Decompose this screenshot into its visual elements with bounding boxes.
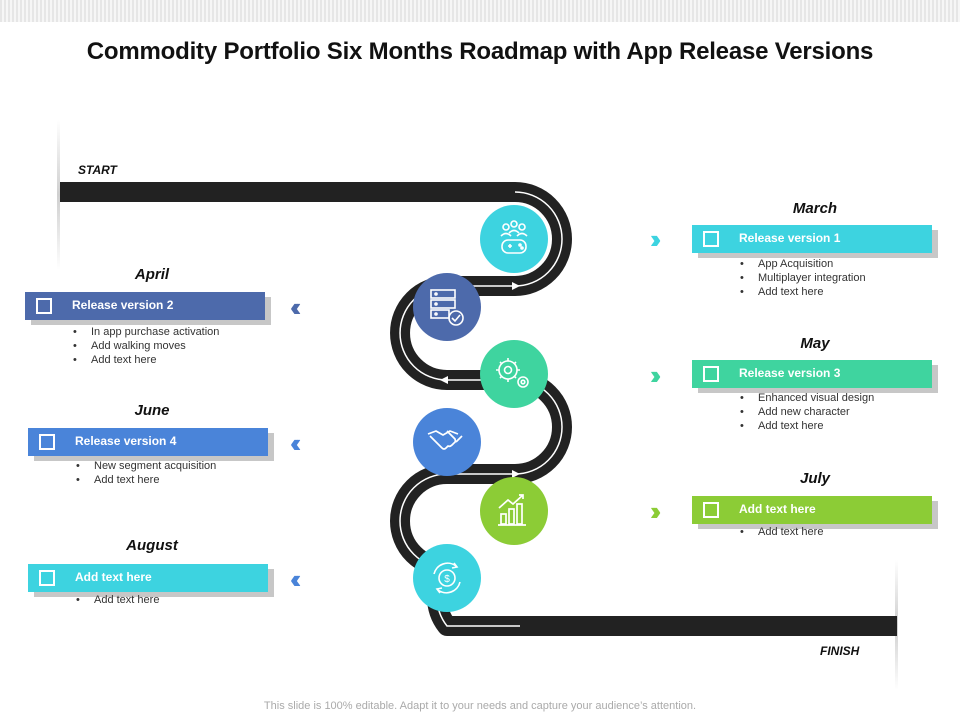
bullet-list-august: Add text here	[76, 593, 159, 607]
banner-text-august: Add text here	[75, 570, 152, 584]
list-item: Add text here	[740, 285, 866, 299]
chevron-right-icon: ››	[650, 360, 662, 390]
chevron-left-icon: ‹‹	[290, 292, 302, 322]
svg-text:$: $	[444, 574, 450, 585]
checkbox-icon	[39, 570, 55, 586]
chevron-right-icon: ››	[650, 496, 662, 526]
checkbox-icon	[703, 502, 719, 518]
banner-text-june: Release version 4	[75, 434, 177, 448]
footer-note: This slide is 100% editable. Adapt it to…	[263, 700, 697, 712]
milestone-circle-march	[480, 205, 548, 273]
handshake-icon	[427, 430, 463, 450]
banner-text-april: Release version 2	[72, 298, 174, 312]
list-item: In app purchase activation	[73, 325, 219, 339]
list-item: Multiplayer integration	[740, 271, 866, 285]
banner-august: Add text here	[28, 564, 274, 597]
slide-title: Commodity Portfolio Six Months Roadmap w…	[86, 38, 874, 65]
banner-text-march: Release version 1	[739, 231, 841, 245]
checkbox-icon	[703, 231, 719, 247]
people-gamepad-icon	[500, 220, 528, 254]
bullet-list-june: New segment acquisition Add text here	[76, 459, 216, 487]
list-item: Enhanced visual design	[740, 391, 874, 405]
banner-text-july: Add text here	[739, 502, 816, 516]
milestone-circle-august: $	[413, 544, 481, 612]
bullet-list-july: Add text here	[740, 525, 823, 539]
month-label-july: July	[799, 470, 830, 487]
gears-icon	[496, 358, 529, 388]
list-item: Add text here	[76, 473, 216, 487]
chevron-left-icon: ‹‹	[290, 428, 302, 458]
milestone-circle-june	[413, 408, 481, 476]
milestone-circle-july	[480, 477, 548, 545]
banner-june: Release version 4	[28, 428, 274, 461]
list-item: Add walking moves	[73, 339, 219, 353]
checkbox-icon	[39, 434, 55, 450]
chevron-right-icon: ››	[650, 224, 662, 254]
banner-april: Release version 2	[25, 292, 271, 325]
checkbox-icon	[703, 366, 719, 382]
list-item: Add text here	[740, 419, 874, 433]
list-item: New segment acquisition	[76, 459, 216, 473]
banner-text-may: Release version 3	[739, 366, 841, 380]
milestone-circle-april	[413, 273, 481, 341]
checkbox-icon	[36, 298, 52, 314]
milestone-circle-may	[480, 340, 548, 408]
server-check-icon	[430, 289, 464, 326]
growth-chart-icon	[498, 494, 526, 526]
start-post	[57, 120, 60, 270]
bullet-list-april: In app purchase activation Add walking m…	[73, 325, 219, 367]
bullet-list-march: App Acquisition Multiplayer integration …	[740, 257, 866, 299]
dollar-cycle-icon: $	[433, 562, 461, 594]
top-decorative-strip	[0, 0, 960, 22]
month-label-june: June	[134, 402, 170, 419]
list-item: Add text here	[740, 525, 823, 539]
month-label-may: May	[800, 335, 830, 352]
chevron-left-icon: ‹‹	[290, 564, 302, 594]
month-label-march: March	[792, 200, 838, 217]
list-item: App Acquisition	[740, 257, 866, 271]
finish-label: FINISH	[820, 644, 860, 658]
month-label-august: August	[126, 537, 178, 554]
list-item: Add text here	[76, 593, 159, 607]
bullet-list-may: Enhanced visual design Add new character…	[740, 391, 874, 433]
banner-march: Release version 1	[692, 225, 938, 258]
banner-may: Release version 3	[692, 360, 938, 393]
month-label-april: April	[134, 266, 170, 283]
start-label: START	[78, 163, 117, 177]
list-item: Add new character	[740, 405, 874, 419]
banner-july: Add text here	[692, 496, 938, 529]
list-item: Add text here	[73, 353, 219, 367]
